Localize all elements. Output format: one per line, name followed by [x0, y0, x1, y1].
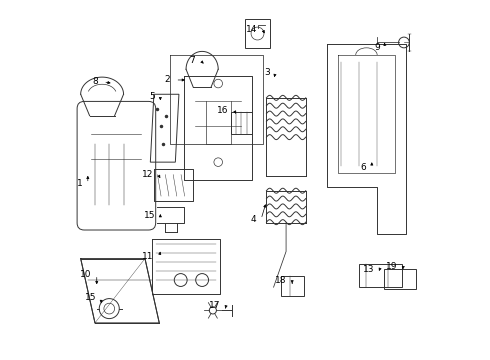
Text: 1: 1 — [77, 179, 82, 188]
Text: 12: 12 — [142, 170, 153, 179]
Text: 13: 13 — [363, 265, 374, 274]
Text: 14: 14 — [246, 26, 258, 35]
Text: 9: 9 — [374, 43, 380, 52]
Text: 6: 6 — [361, 163, 367, 172]
Text: 2: 2 — [164, 76, 170, 85]
Text: 3: 3 — [264, 68, 270, 77]
Bar — [384, 269, 416, 289]
Text: 15: 15 — [85, 293, 96, 302]
Text: 18: 18 — [275, 276, 287, 285]
Bar — [281, 276, 304, 296]
Text: 10: 10 — [80, 270, 92, 279]
Bar — [245, 19, 270, 48]
Text: 11: 11 — [143, 252, 154, 261]
Text: 17: 17 — [209, 301, 220, 310]
Text: 5: 5 — [149, 91, 155, 100]
Text: 8: 8 — [92, 77, 98, 86]
Text: 19: 19 — [387, 262, 398, 271]
Text: 4: 4 — [250, 215, 256, 224]
Text: 16: 16 — [218, 106, 229, 115]
Text: 15: 15 — [144, 211, 155, 220]
Text: 7: 7 — [189, 56, 195, 65]
Bar — [359, 264, 402, 287]
Bar — [231, 112, 252, 134]
